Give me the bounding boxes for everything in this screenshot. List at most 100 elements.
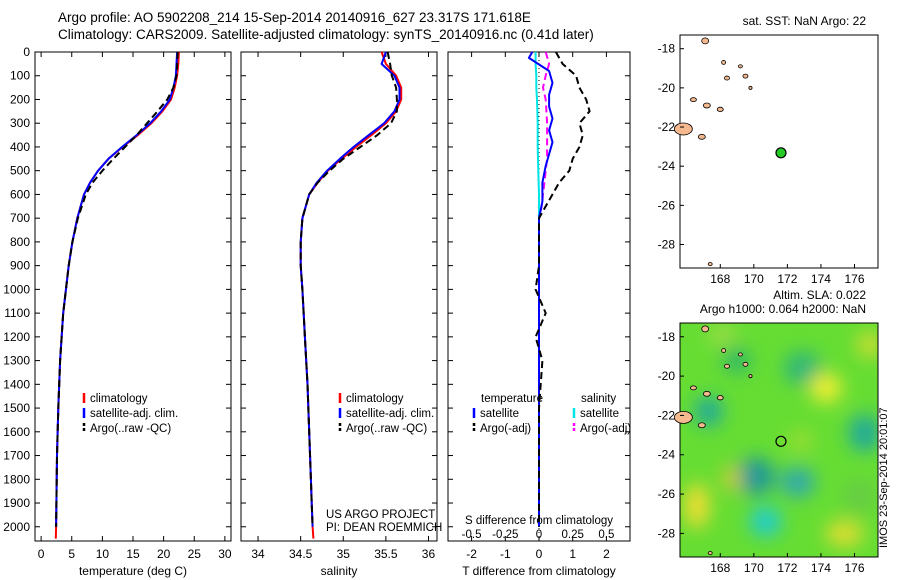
sdiff-x-tick-label: -0.25 <box>492 529 518 541</box>
sst-map-island <box>690 97 697 103</box>
sla-map-y-tick-label: -28 <box>658 526 676 540</box>
sla-map-island <box>716 395 724 401</box>
temperature-x-tick-label: 15 <box>126 547 140 561</box>
sla-map-anomaly-blob <box>788 429 814 453</box>
temperature-legend-2-label: Argo(..raw -QC) <box>90 423 171 435</box>
sst-map-x-tick-label: 176 <box>844 272 864 286</box>
sst-map-island <box>702 102 711 109</box>
sst-map-island <box>724 75 730 81</box>
sst-map-island <box>716 106 724 113</box>
sla-map-island <box>738 352 743 357</box>
depth-tick-label: 1900 <box>3 496 30 510</box>
temperature-legend-0-label: climatology <box>90 393 148 405</box>
sdiff-x-tick-label: 0.25 <box>562 529 584 541</box>
sst-map-frame <box>679 34 879 269</box>
depth-tick-label: 800 <box>10 235 30 249</box>
tdiff-x-tick-label: -1 <box>500 547 511 561</box>
sla-map-island <box>701 325 710 333</box>
temperature-x-tick-label: 30 <box>218 547 232 561</box>
sst-map-island <box>742 73 749 79</box>
sla-map-island <box>697 422 706 429</box>
depth-tick-label: 1800 <box>3 472 30 486</box>
sla-map-anomaly-blob <box>783 351 822 386</box>
sdiff-legend-satellite-label: satellite <box>580 408 619 420</box>
depth-tick-label: 0 <box>23 45 30 59</box>
salinity-series-argo <box>299 51 398 527</box>
salinity-x-tick-label: 35 <box>337 547 351 561</box>
depth-tick-label: 600 <box>10 187 30 201</box>
depth-tick-label: 400 <box>10 140 30 154</box>
sst-map-island <box>748 85 753 90</box>
tdiff-x-label: T difference from climatology <box>462 564 616 578</box>
depth-tick-label: 1100 <box>4 306 30 320</box>
depth-tick-label: 1200 <box>3 330 30 344</box>
tdiff-x-tick-label: 1 <box>569 547 576 561</box>
sst-map-x-tick-label: 168 <box>710 272 730 286</box>
sst-map-title-0: sat. SST: NaN Argo: 22 <box>743 14 867 28</box>
tdiff-x-tick-label: -2 <box>466 547 477 561</box>
pi-annotation-line1: US ARGO PROJECT <box>326 509 435 521</box>
sst-map-y-tick-label: -22 <box>658 120 676 134</box>
temperature-series-satellite <box>55 51 179 527</box>
sla-map-y-tick-label: -20 <box>658 369 676 383</box>
depth-tick-label: 500 <box>10 164 30 178</box>
sst-map-y-tick-label: -28 <box>658 238 676 252</box>
sdiff-legend-heading: salinity <box>581 393 616 405</box>
temperature-x-tick-label: 20 <box>157 547 171 561</box>
temperature-x-tick-label: 0 <box>38 547 45 561</box>
sst-map-island <box>673 122 693 136</box>
sla-map-anomaly-blob <box>825 520 864 547</box>
sst-map-x-tick-label: 172 <box>777 272 797 286</box>
salinity-legend-0-label: climatology <box>346 393 404 405</box>
sla-map-heatmap <box>683 323 878 547</box>
sla-map-island <box>690 385 697 391</box>
temperature-x-tick-label: 25 <box>188 547 202 561</box>
salinity-panel-frame <box>240 51 438 542</box>
depth-tick-label: 1400 <box>3 377 30 391</box>
sla-map-y-tick-label: -24 <box>658 448 676 462</box>
sla-map-float-marker <box>775 435 787 447</box>
sla-map-island <box>707 551 713 556</box>
sla-map-anomaly-blob <box>843 478 876 514</box>
salinity-x-tick-label: 35.5 <box>374 547 398 561</box>
depth-tick-label: 1500 <box>3 401 30 415</box>
tdiff-series-satellite <box>527 51 554 527</box>
depth-tick-label: 100 <box>10 69 30 83</box>
sdiff-legend-argo-label: Argo(-adj) <box>580 423 631 435</box>
depth-tick-label: 300 <box>10 116 30 130</box>
tdiff-legend-heading: temperature <box>481 393 543 405</box>
tdiff-x-tick-label: 0 <box>536 547 543 561</box>
sst-map-float-marker <box>775 147 787 159</box>
sst-map-x-tick-label: 170 <box>744 272 764 286</box>
sla-map-anomaly-blob <box>736 457 775 496</box>
temperature-x-label: temperature (deg C) <box>79 564 187 578</box>
sla-map-anomaly-blob <box>722 465 742 492</box>
sst-map-island <box>697 133 706 140</box>
sla-map-anomaly-blob <box>848 414 878 453</box>
depth-tick-label: 2000 <box>3 520 30 534</box>
sla-map-title-1: Argo h1000: 0.064 h2000: NaN <box>700 302 866 316</box>
sla-map-x-tick-label: 168 <box>710 561 730 575</box>
sla-map-y-tick-label: -26 <box>658 487 676 501</box>
depth-tick-label: 1300 <box>3 354 30 368</box>
tdiff-x-tick-label: 2 <box>603 547 610 561</box>
sla-map-island <box>673 410 693 424</box>
tdiff-legend-argo-label: Argo(-adj) <box>480 423 531 435</box>
sla-map-y-tick-label: -18 <box>658 330 676 344</box>
sla-map-island <box>742 361 749 367</box>
salinity-legend-2-label: Argo(..raw -QC) <box>346 423 427 435</box>
figure-title-line1: Argo profile: AO 5902208_214 15-Sep-2014… <box>58 10 531 25</box>
tdiff-series-argo <box>534 51 591 527</box>
sla-map-island <box>748 374 753 379</box>
salinity-x-tick-label: 36 <box>422 547 436 561</box>
temperature-x-tick-label: 10 <box>96 547 110 561</box>
sst-map-island <box>707 262 713 267</box>
sla-map-anomaly-blob <box>683 483 710 529</box>
sla-map-x-tick-label: 174 <box>811 561 831 575</box>
salinity-x-tick-label: 34.5 <box>289 547 313 561</box>
sst-map-y-tick-label: -26 <box>658 198 676 212</box>
salinity-series-satellite <box>299 51 401 527</box>
temperature-series-argo <box>55 51 179 527</box>
sla-map-title-0: Altim. SLA: 0.022 <box>773 288 866 302</box>
